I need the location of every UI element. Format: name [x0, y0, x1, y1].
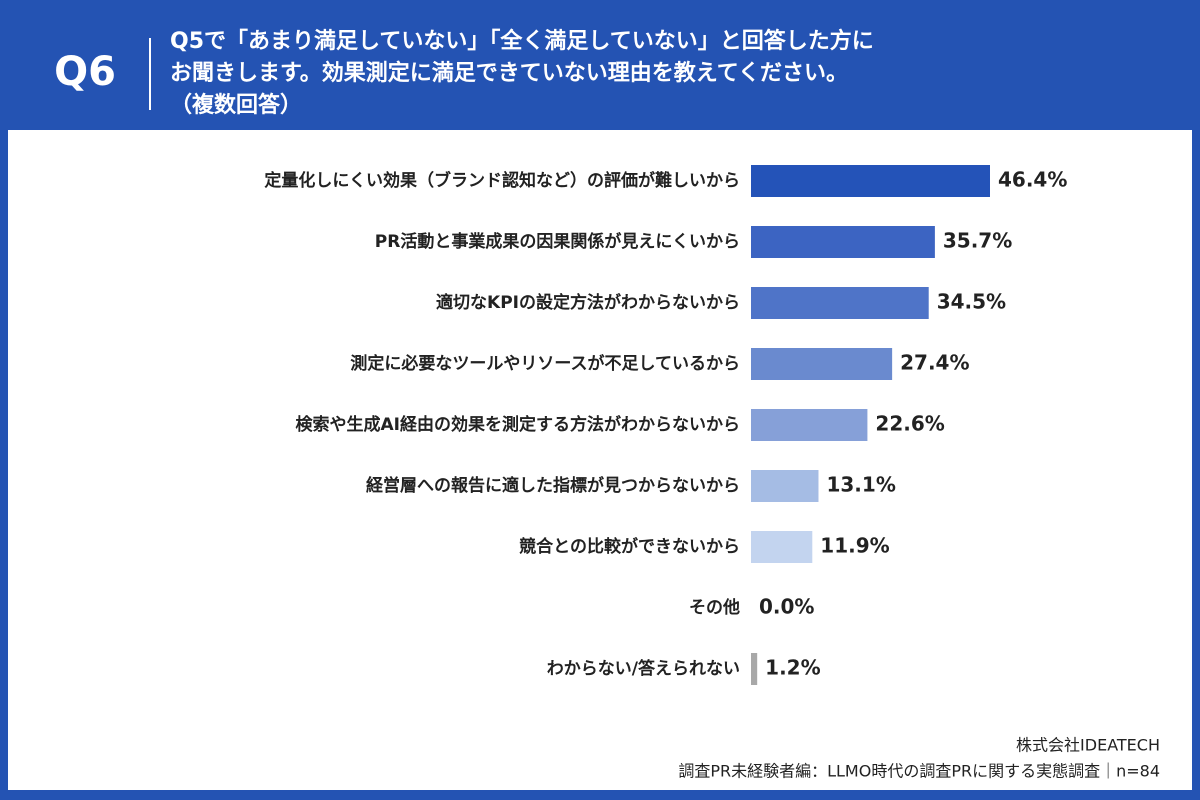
category-label: 検索や生成AI経由の効果を測定する方法がわからないから [296, 414, 740, 435]
category-label: 適切なKPIの設定方法がわからないから [436, 292, 740, 313]
category-label: PR活動と事業成果の因果関係が見えにくいから [375, 231, 740, 252]
chart-title: Q5で「あまり満足していない」「全く満足していない」と回答した方に [170, 28, 874, 54]
chart-title: お聞きします。効果測定に満足できていない理由を教えてください。 [170, 60, 848, 86]
category-label: 測定に必要なツールやリソースが不足しているから [350, 353, 740, 374]
bar [751, 653, 758, 685]
bar [751, 409, 868, 441]
bar [751, 531, 813, 563]
category-label: わからない/答えられない [547, 658, 740, 679]
question-number: Q6 [54, 49, 116, 95]
bar [751, 287, 929, 319]
category-label: 定量化しにくい効果（ブランド認知など）の評価が難しいから [264, 170, 740, 191]
value-label: 34.5% [937, 290, 1006, 314]
value-label: 0.0% [759, 595, 814, 619]
chart-title: （複数回答） [170, 92, 302, 118]
value-label: 22.6% [875, 412, 944, 436]
value-label: 27.4% [900, 351, 969, 375]
bar [751, 348, 893, 380]
value-label: 13.1% [826, 473, 895, 497]
source: 株式会社IDEATECH [1016, 736, 1160, 755]
value-label: 1.2% [765, 656, 820, 680]
category-label: 競合との比較ができないから [519, 536, 740, 557]
bar [751, 470, 819, 502]
bar [751, 165, 990, 197]
value-label: 35.7% [943, 229, 1012, 253]
source: 調査PR未経験者編：LLMO時代の調査PRに関する実態調査｜n=84 [678, 762, 1160, 781]
bar [751, 226, 935, 258]
panel [8, 130, 1192, 790]
value-label: 11.9% [820, 534, 889, 558]
value-label: 46.4% [998, 168, 1067, 192]
category-label: その他 [689, 597, 740, 618]
category-label: 経営層への報告に適した指標が見つからないから [366, 475, 740, 496]
